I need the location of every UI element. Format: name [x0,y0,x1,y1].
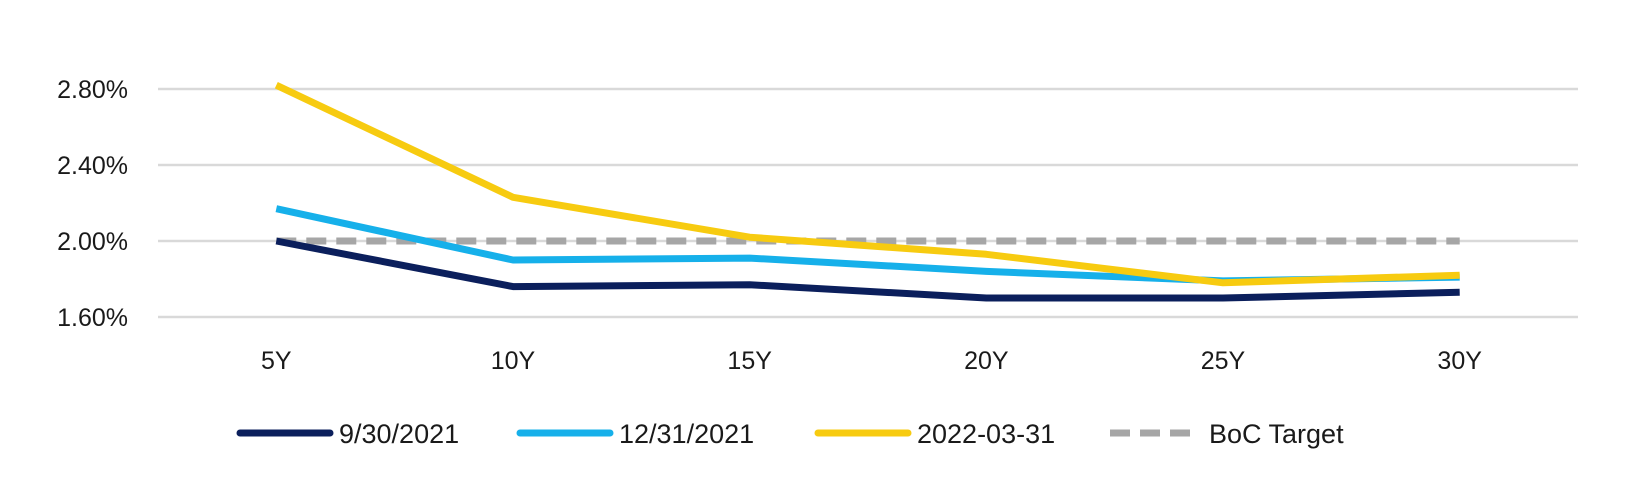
x-tick-label: 20Y [964,347,1009,375]
legend-label: 2022-03-31 [917,419,1055,449]
x-axis-tick-labels: 5Y 10Y 15Y 20Y 25Y 30Y [261,347,1482,375]
x-tick-label: 15Y [727,347,772,375]
x-tick-label: 30Y [1437,347,1482,375]
y-tick-label: 1.60% [57,304,128,332]
y-tick-label: 2.00% [57,228,128,256]
y-axis-tick-labels: 1.60% 2.00% 2.40% 2.80% [57,76,128,332]
legend-label: 9/30/2021 [339,419,459,449]
x-tick-label: 25Y [1201,347,1246,375]
series-line-0 [275,237,1460,302]
y-tick-label: 2.80% [57,76,128,104]
legend-label: 12/31/2021 [619,419,754,449]
series-lines [274,82,1460,302]
gridlines [158,87,1578,319]
x-tick-label: 10Y [491,347,536,375]
legend: 9/30/2021 12/31/2021 2022-03-31 BoC Target [236,419,1344,449]
x-tick-label: 5Y [261,347,292,375]
series-line-2 [274,82,1460,287]
y-tick-label: 2.40% [57,152,128,180]
legend-label: BoC Target [1209,419,1344,449]
